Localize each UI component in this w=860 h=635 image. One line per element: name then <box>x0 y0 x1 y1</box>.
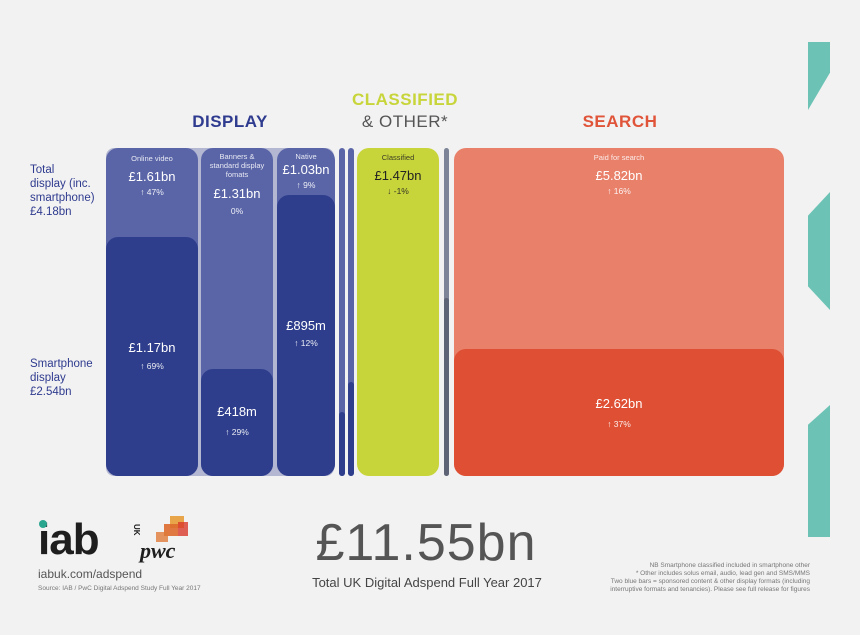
row-label-total-line: Total <box>30 164 55 176</box>
row-label-total-line: £4.18bn <box>30 206 72 218</box>
pwc-logo: pwc <box>140 516 200 566</box>
row-label-smartphone-line: Smartphone <box>30 358 93 370</box>
bar-search-total-value: £5.82bn <box>595 168 643 183</box>
bar-online-video-smartphone: £1.17bn ↑ 69% <box>106 237 198 476</box>
iab-logo-text: iab <box>38 515 100 564</box>
bar-banners-total-change: 0% <box>230 206 244 216</box>
bar-banners-smartphone: £418m ↑ 29% <box>201 369 273 476</box>
slim-bar-sponsored-smartphone <box>339 412 345 476</box>
header-search: SEARCH <box>582 112 658 131</box>
bar-online-video-smartphone-value: £1.17bn <box>128 340 176 355</box>
bar-native-smartphone-value: £895m <box>286 318 326 333</box>
iab-logo-uk: UK <box>132 524 141 536</box>
bar-classified-total-value: £1.47bn <box>374 168 422 183</box>
bar-native-total-change: ↑ 9% <box>296 180 316 190</box>
footnotes: NB Smartphone classified included in sma… <box>560 562 810 594</box>
bar-online-video-total-value: £1.61bn <box>128 169 176 184</box>
slim-bar-other-display-total <box>348 148 354 476</box>
header-display: DISPLAY <box>192 112 268 131</box>
bar-native-smartphone-change: ↑ 12% <box>294 338 318 348</box>
bar-banners-caption: Banners & standard display fomats <box>209 152 265 179</box>
slim-bar-other-smartphone <box>444 298 449 476</box>
slim-bar-sponsored-total <box>339 148 345 476</box>
footnote-line: Two blue bars = sponsored content & othe… <box>610 578 810 585</box>
row-label-total: Total display (inc. smartphone) £4.18bn <box>30 163 95 219</box>
iab-logo: iab UK <box>38 515 141 566</box>
row-label-total-line: smartphone) <box>30 192 95 204</box>
row-label-total-line: display (inc. <box>30 178 91 190</box>
bar-native-total-value: £1.03bn <box>282 162 330 177</box>
footnote-line: * Other includes solus email, audio, lea… <box>635 570 810 577</box>
bar-online-video-total-change: ↑ 47% <box>140 187 164 197</box>
iab-logo-dot <box>39 520 47 528</box>
bar-search-caption: Paid for search <box>593 153 645 162</box>
big-total: £11.55bn <box>315 514 537 572</box>
bar-native-caption: Native <box>295 152 317 161</box>
bar-online-video-smartphone-change: ↑ 69% <box>140 361 164 371</box>
accent-stripe-bottom <box>808 405 830 537</box>
pwc-logo-block <box>178 522 188 536</box>
adspend-url[interactable]: iabuk.com/adspend <box>38 567 143 581</box>
header-classified: CLASSIFIED & OTHER* <box>340 90 470 132</box>
accent-stripe-middle <box>808 192 830 310</box>
bar-banners-smartphone-change: ↑ 29% <box>225 427 249 437</box>
header-classified-line1: CLASSIFIED <box>351 90 459 109</box>
row-label-smartphone-line: display <box>30 372 66 384</box>
bar-banners-total-value: £1.31bn <box>213 186 261 201</box>
pwc-logo-block <box>156 532 168 542</box>
bar-search-smartphone-value: £2.62bn <box>595 396 643 411</box>
bar-banners-smartphone-value: £418m <box>217 404 257 419</box>
total-subtitle: Total UK Digital Adspend Full Year 2017 <box>312 575 542 590</box>
source-note: Source: IAB / PwC Digital Adspend Study … <box>38 585 201 592</box>
bar-classified-total: Classified £1.47bn ↓ -1% <box>357 148 439 476</box>
header-classified-line2: & OTHER* <box>361 112 449 131</box>
footnote-line: NB Smartphone classified included in sma… <box>649 562 810 569</box>
row-label-smartphone-line: £2.54bn <box>30 386 72 398</box>
slim-bar-other-display-smartphone <box>348 382 354 476</box>
pwc-logo-text: pwc <box>140 538 176 563</box>
footnote-line: interruptive formats and tenancies). Ple… <box>610 586 810 593</box>
bar-native-smartphone: £895m ↑ 12% <box>277 195 335 476</box>
bar-search-smartphone: £2.62bn ↑ 37% <box>454 349 784 476</box>
bar-classified-total-change: ↓ -1% <box>387 186 409 196</box>
row-label-smartphone: Smartphone display £2.54bn <box>30 357 93 399</box>
bar-online-video-caption: Online video <box>131 154 173 163</box>
bar-search-smartphone-change: ↑ 37% <box>607 419 631 429</box>
bar-classified-caption: Classified <box>381 153 415 162</box>
bar-search-total-change: ↑ 16% <box>607 186 631 196</box>
